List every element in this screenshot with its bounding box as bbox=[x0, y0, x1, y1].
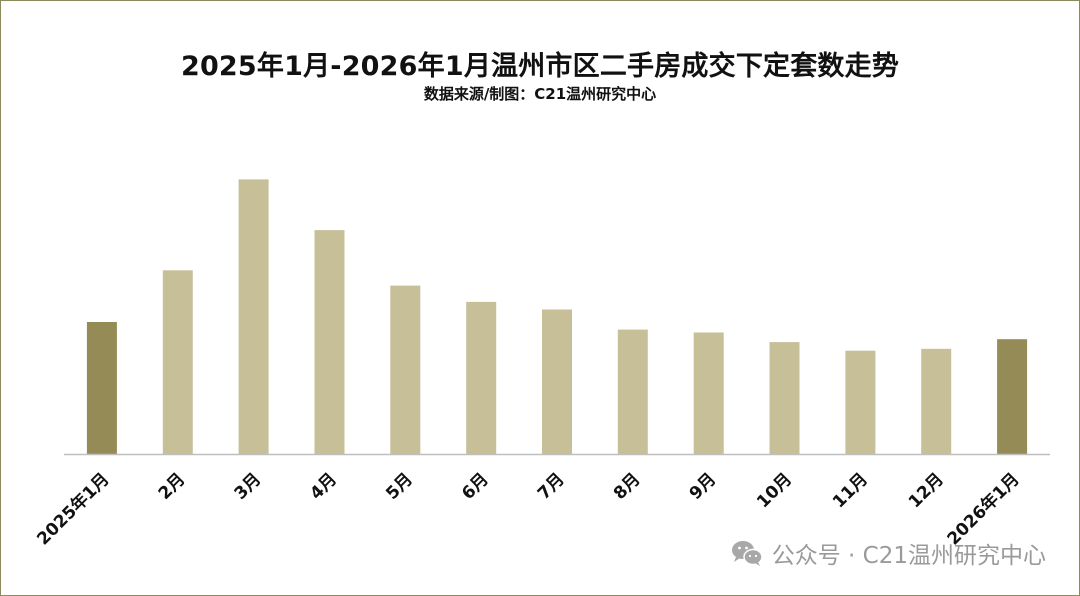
watermark-text: 公众号 · C21温州研究中心 bbox=[771, 543, 1046, 569]
x-tick-label-7: 8月 bbox=[610, 469, 645, 504]
bar-1 bbox=[162, 270, 193, 454]
bar-7 bbox=[617, 329, 648, 454]
bar-6 bbox=[542, 309, 572, 454]
wechat-icon bbox=[731, 541, 763, 566]
x-tick-label-6: 7月 bbox=[534, 469, 569, 504]
bar-8 bbox=[693, 332, 724, 454]
bar-12 bbox=[997, 339, 1028, 454]
x-tick-label-1: 2月 bbox=[155, 469, 190, 504]
x-tick-label-3: 4月 bbox=[306, 469, 341, 504]
bar-10 bbox=[845, 350, 876, 454]
bar-11 bbox=[921, 348, 952, 454]
x-tick-label-0: 2025年1月 bbox=[33, 469, 114, 550]
chart-title: 2025年1月-2026年1月温州市区二手房成交下定套数走势 bbox=[180, 51, 900, 82]
x-tick-label-10: 11月 bbox=[829, 469, 872, 512]
watermark: 公众号 · C21温州研究中心 bbox=[730, 535, 1046, 571]
x-tick-label-8: 9月 bbox=[686, 469, 721, 504]
bar-9 bbox=[769, 342, 800, 454]
x-tick-label-11: 12月 bbox=[905, 469, 948, 512]
bar-0 bbox=[86, 322, 117, 454]
chart-subtitle: 数据来源/制图：C21温州研究中心 bbox=[423, 85, 657, 103]
x-tick-label-5: 6月 bbox=[458, 469, 493, 504]
bar-5 bbox=[466, 301, 497, 454]
x-tick-label-4: 5月 bbox=[382, 469, 417, 504]
x-tick-label-2: 3月 bbox=[231, 469, 266, 504]
bar-4 bbox=[390, 285, 421, 454]
x-tick-label-9: 10月 bbox=[753, 469, 796, 512]
bar-3 bbox=[314, 230, 345, 454]
bar-2 bbox=[238, 179, 269, 454]
